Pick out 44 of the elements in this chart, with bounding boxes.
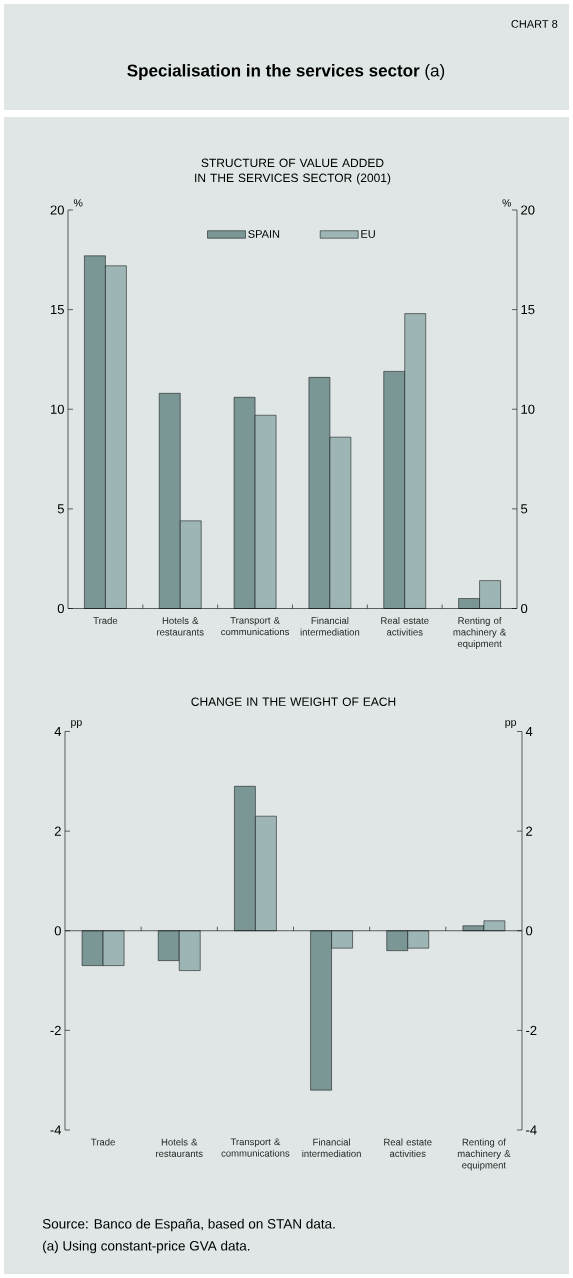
x-tick-label: Financial intermediation: [300, 617, 360, 636]
y2-axis-title: pp: [505, 720, 517, 728]
y-axis-title: %: [73, 199, 83, 207]
x-tick-label: Hotels & restaurants: [156, 1138, 203, 1157]
x-tick-label: Renting of machinery & equipment: [453, 617, 507, 649]
y-tick-label: -2: [50, 1025, 61, 1035]
x-tick-label: Real estate activities: [381, 617, 429, 636]
legend-label: SPAIN: [248, 230, 280, 238]
y-tick-label: 5: [57, 504, 64, 514]
x-tick-label: Hotels & restaurants: [157, 617, 204, 636]
y-tick-label: 4: [54, 727, 62, 736]
text: Specialisation in the services sector (a): [127, 64, 445, 80]
x-tick-label: Financial intermediation: [302, 1138, 361, 1157]
y2-tick-label: -4: [526, 1125, 537, 1135]
chart-title: STRUCTURE OF VALUE ADDED IN THE SERVICES SECTOR (2001): [195, 158, 391, 185]
x-tick-label: Trade: [93, 617, 118, 625]
text: (a) Using constant-price GVA data.: [43, 1240, 250, 1254]
y2-tick-label: 10: [521, 404, 535, 414]
y2-tick-label: 0: [521, 603, 528, 614]
y2-tick-label: 5: [521, 504, 528, 514]
x-tick-label: Transport & communications: [221, 1138, 290, 1157]
x-tick-label: Renting of machinery & equipment: [457, 1138, 511, 1171]
x-tick-label: Real estate activities: [384, 1138, 432, 1157]
y2-tick-label: 0: [526, 926, 533, 936]
y-tick-label: 20: [50, 205, 64, 215]
chart-title: CHANGE IN THE WEIGHT OF EACH: [191, 697, 396, 706]
x-tick-label: Transport & communications: [221, 617, 290, 636]
y2-tick-label: 20: [521, 205, 535, 215]
y2-tick-label: 2: [526, 826, 533, 836]
legend-label: EU: [361, 230, 375, 238]
y-tick-label: 10: [50, 404, 64, 414]
source-note: Source: Banco de España, based on STAN data.: [42, 1218, 335, 1232]
y2-tick-label: -2: [526, 1025, 537, 1035]
y-tick-label: 0: [54, 926, 61, 936]
y-tick-label: 0: [57, 603, 64, 614]
y-axis-title: pp: [71, 720, 82, 728]
y2-tick-label: 4: [525, 727, 533, 736]
caption: CHART 8: [511, 20, 558, 28]
y2-tick-label: 15: [521, 305, 535, 315]
y-tick-label: 15: [50, 305, 64, 315]
x-tick-label: Trade: [91, 1138, 115, 1146]
y2-axis-title: %: [502, 199, 512, 207]
y-tick-label: -4: [50, 1125, 62, 1135]
y-tick-label: 2: [54, 826, 61, 836]
